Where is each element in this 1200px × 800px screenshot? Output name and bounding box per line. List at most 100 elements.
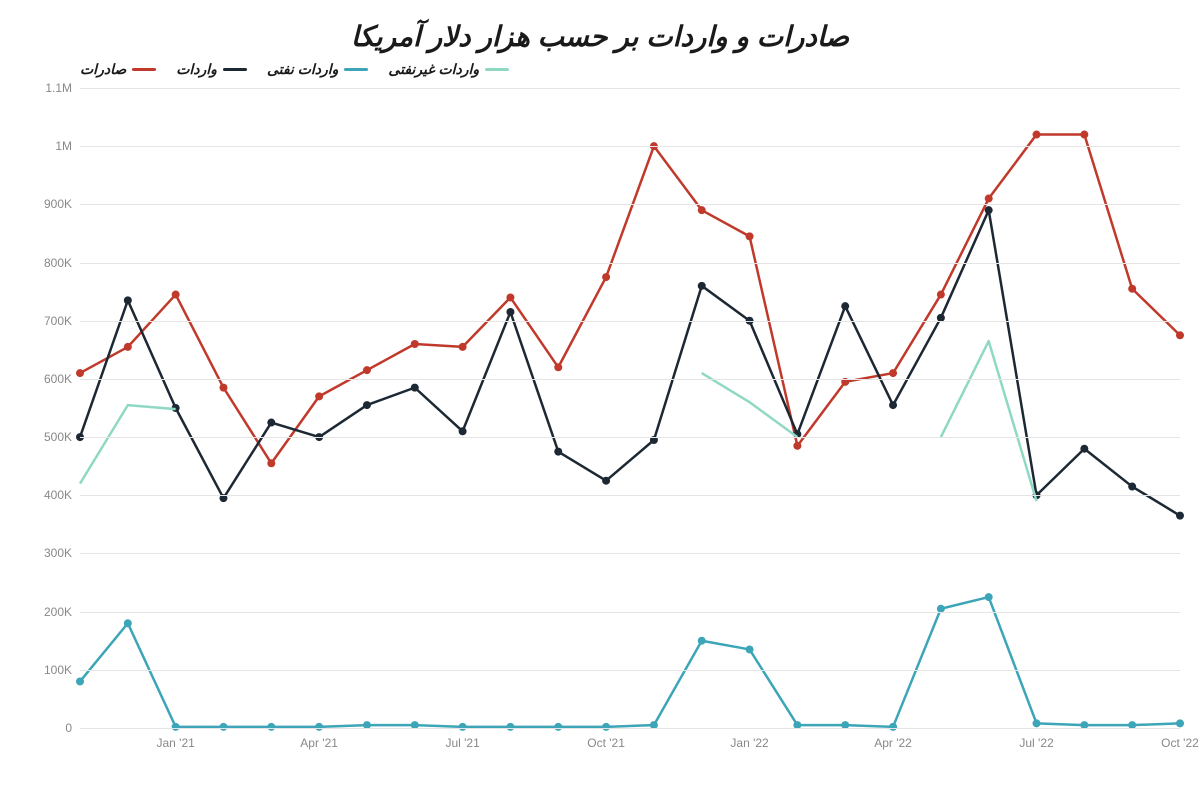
gridline [80,146,1180,147]
data-point [124,343,132,351]
series-line [80,210,1180,515]
x-axis-label: Jul '22 [1019,736,1053,750]
y-axis-label: 100K [44,663,72,677]
gridline [80,495,1180,496]
chart-svg [80,88,1180,728]
gridline [80,321,1180,322]
x-axis-label: Apr '21 [300,736,338,750]
legend-label: واردات نفتی [267,61,338,78]
y-axis-label: 0 [65,721,72,735]
data-point [506,293,514,301]
data-point [506,308,514,316]
plot-area: 0100K200K300K400K500K600K700K800K900K1M1… [80,88,1180,728]
data-point [459,343,467,351]
gridline [80,437,1180,438]
data-point [937,291,945,299]
x-axis-label: Jan '21 [156,736,194,750]
data-point [363,401,371,409]
data-point [363,366,371,374]
legend-item: واردات غیرنفتی [388,61,509,78]
data-point [1128,483,1136,491]
data-point [76,677,84,685]
data-point [506,723,514,731]
legend-swatch [485,68,509,71]
data-point [985,206,993,214]
gridline [80,88,1180,89]
legend-swatch [132,68,156,71]
y-axis-label: 1M [55,139,72,153]
data-point [793,442,801,450]
data-point [267,419,275,427]
data-point [746,645,754,653]
legend-item: واردات [176,61,247,78]
x-axis-label: Apr '22 [874,736,912,750]
x-axis-label: Jul '21 [445,736,479,750]
data-point [1176,512,1184,520]
series-line [80,135,1180,464]
data-point [1128,285,1136,293]
x-axis-label: Oct '22 [1161,736,1199,750]
data-point [267,723,275,731]
data-point [1176,719,1184,727]
data-point [1080,445,1088,453]
data-point [411,384,419,392]
data-point [76,369,84,377]
gridline [80,204,1180,205]
y-axis-label: 600K [44,372,72,386]
data-point [315,392,323,400]
data-point [1033,719,1041,727]
data-point [746,232,754,240]
chart-title: صادرات و واردات بر حسب هزار دلار آمریکا [20,20,1180,53]
legend-label: واردات غیرنفتی [388,61,479,78]
data-point [219,723,227,731]
x-axis-label: Oct '21 [587,736,625,750]
data-point [554,723,562,731]
data-point [124,296,132,304]
y-axis-label: 500K [44,430,72,444]
gridline [80,263,1180,264]
data-point [985,195,993,203]
data-point [554,363,562,371]
y-axis-label: 200K [44,605,72,619]
y-axis-label: 400K [44,488,72,502]
data-point [985,593,993,601]
data-point [315,723,323,731]
legend-item: صادرات [80,61,156,78]
data-point [889,369,897,377]
data-point [698,282,706,290]
chart-container: صادرات و واردات بر حسب هزار دلار آمریکا … [20,20,1180,780]
series-line [80,597,1180,727]
data-point [411,340,419,348]
legend-swatch [344,68,368,71]
gridline [80,612,1180,613]
gridline [80,670,1180,671]
chart-legend: صادرات واردات واردات نفتی واردات غیرنفتی [20,61,1180,78]
data-point [841,302,849,310]
y-axis-label: 300K [44,546,72,560]
data-point [889,723,897,731]
y-axis-label: 700K [44,314,72,328]
legend-label: واردات [176,61,217,78]
data-point [172,291,180,299]
data-point [459,427,467,435]
data-point [459,723,467,731]
y-axis-label: 1.1M [45,81,72,95]
data-point [602,273,610,281]
x-axis-label: Jan '22 [730,736,768,750]
y-axis-label: 900K [44,197,72,211]
data-point [889,401,897,409]
data-point [1080,131,1088,139]
legend-item: واردات نفتی [267,61,368,78]
data-point [698,637,706,645]
data-point [602,723,610,731]
y-axis-label: 800K [44,256,72,270]
data-point [172,723,180,731]
data-point [698,206,706,214]
gridline [80,728,1180,729]
data-point [219,384,227,392]
data-point [554,448,562,456]
data-point [267,459,275,467]
legend-label: صادرات [80,61,126,78]
gridline [80,379,1180,380]
data-point [602,477,610,485]
